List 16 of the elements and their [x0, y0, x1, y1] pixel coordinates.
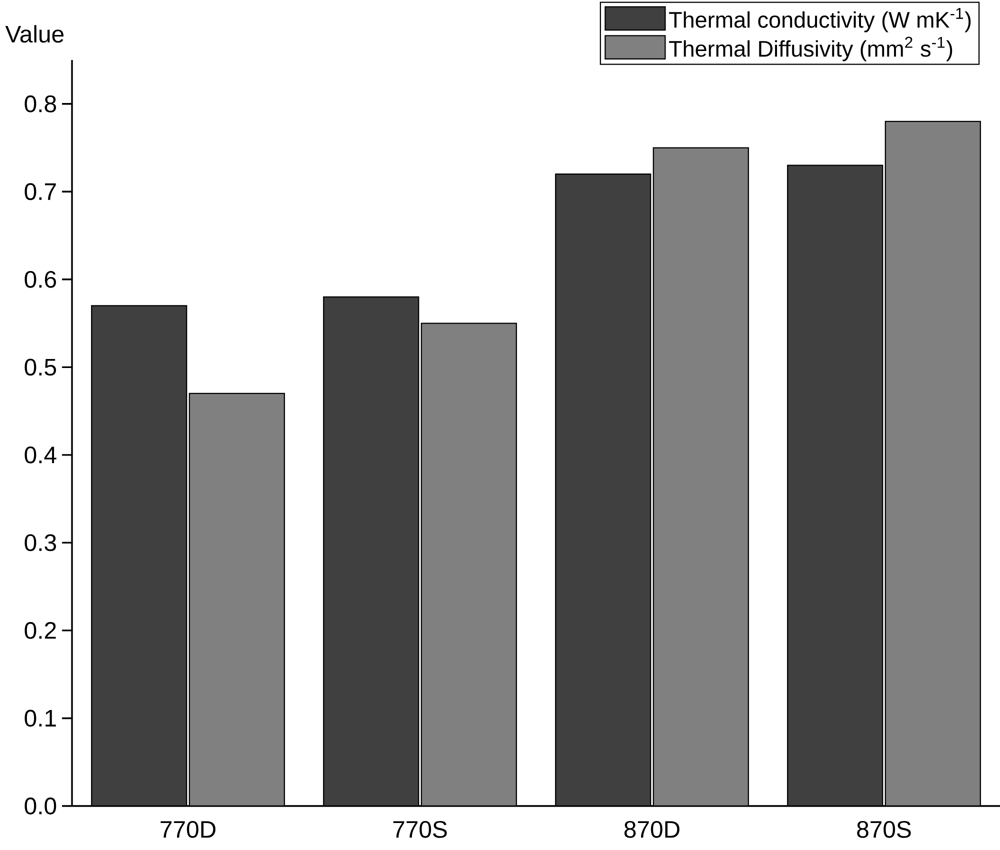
text: 0.0	[24, 798, 56, 814]
x-tick-label: 770D	[160, 820, 216, 838]
x-tick-label: 770S	[393, 820, 447, 838]
y-tick-label: 0.7	[24, 183, 56, 200]
x-tick-label: 870S	[857, 820, 911, 838]
y-tick-label: 0.5	[24, 358, 56, 376]
y-tick-label: 0.1	[24, 710, 56, 727]
y-tick-label: 0.2	[24, 622, 56, 639]
legend-label: Thermal conductivity (W mK$^{-1}$)	[669, 8, 971, 32]
y-tick-label: 0.6	[24, 270, 56, 288]
x-tick-label: 870D	[624, 820, 680, 838]
y-axis-title: Value	[5, 25, 64, 43]
y-tick-label: 0.8	[24, 95, 56, 112]
y-tick-label: 0.4	[24, 446, 56, 464]
legend-label: Thermal Diffusivity (mm$^{2}$ s$^{-1}$)	[669, 36, 952, 62]
y-tick-label: 0.3	[24, 534, 56, 552]
